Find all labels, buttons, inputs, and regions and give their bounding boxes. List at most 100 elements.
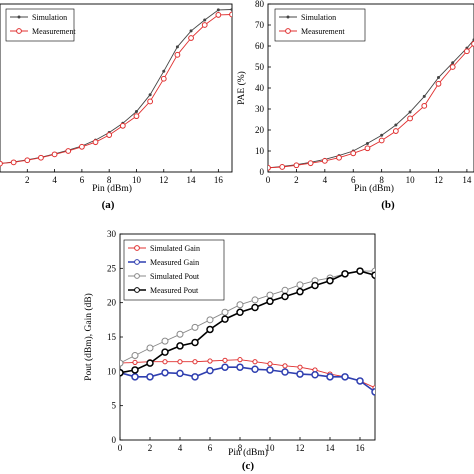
data-point [230,7,232,11]
data-point [293,162,300,169]
data-point [266,291,274,299]
data-point [279,164,286,170]
data-point [206,316,214,324]
data-point [371,271,375,279]
legend-swatch-marker [134,245,140,251]
legend-label: Measurement [32,27,76,36]
data-point [162,69,166,73]
data-point [281,292,289,301]
y-axis-label: PAE (%) [236,71,247,105]
data-point [131,352,139,360]
data-point [281,286,289,294]
legend-swatch-marker [134,287,140,293]
data-point [174,51,181,58]
x-tick-label: 4 [52,175,57,185]
data-point [207,358,213,364]
data-point [189,29,193,33]
panel-c-chart: 0 2 4 6 8 10 12 14 16 0 5 10 15 20 25 30 Pin (dBm) Pout (… [83,229,376,472]
data-point [341,373,349,381]
x-tick-label: 6 [351,175,356,185]
data-point [229,11,232,18]
x-tick-label: 2 [294,175,299,185]
data-point [120,368,124,377]
data-point [148,93,152,97]
x-tick-label: 0 [118,443,123,453]
x-tick-label: 10 [406,175,416,185]
x-tick-label: 6 [80,175,85,185]
plot-frame [0,3,233,173]
data-point [266,366,274,374]
data-point [449,64,456,70]
data-point [394,123,398,127]
data-point [191,323,199,331]
y-tick-label: 20 [255,125,265,135]
y-tick-label: 25 [107,263,117,273]
data-point [321,157,328,164]
data-point [326,373,334,381]
y-axis-label: Pout (dBm), Gain (dB) [83,293,94,381]
data-point [161,368,169,377]
data-point [422,94,426,98]
x-tick-label: 10 [266,443,276,453]
data-point [146,359,154,367]
data-point [176,342,184,350]
y-tick-label: 50 [255,62,265,72]
legend-label: Measurement [301,27,345,36]
data-point [120,359,124,367]
y-tick-label: 10 [107,366,117,376]
data-point [392,128,399,134]
data-point [176,330,184,338]
panel-label: (a) [102,199,115,211]
data-point [282,363,288,369]
data-point [106,132,113,138]
data-point [51,151,58,158]
data-point [350,150,357,157]
legend-swatch-marker [286,15,290,19]
data-point [221,363,229,371]
data-point [365,141,369,145]
y-tick-label: 20 [107,298,117,308]
panel-label: (c) [242,460,255,472]
data-point [10,159,17,166]
y-tick-label: 10 [255,146,265,156]
series-line [268,39,474,169]
data-point [266,297,274,306]
data-point [206,325,214,334]
data-point [160,75,167,82]
data-point [380,133,384,137]
data-point [176,369,184,378]
legend-swatch-marker [134,273,140,279]
data-point [408,110,412,114]
legend-box [274,8,366,42]
series-group [120,267,375,396]
data-point [268,164,271,171]
data-point [119,122,126,129]
data-point [251,303,259,312]
legend-swatch-marker [134,259,140,265]
data-point [0,160,3,167]
x-tick-label: 2 [25,175,30,185]
legend-label: Simulated Gain [150,244,200,253]
x-tick-label: 8 [238,443,243,453]
x-tick-label: 6 [208,443,213,453]
data-point [341,270,349,278]
x-tick-label: 10 [132,175,142,185]
y-tick-label: 60 [255,41,265,51]
data-point [221,308,229,316]
x-tick-label: 8 [379,175,384,185]
data-point [364,145,371,152]
y-tick-label: 70 [255,20,265,30]
data-point [177,359,183,365]
x-tick-label: 14 [326,443,336,453]
legend-label: Simulated Pout [150,272,200,281]
y-tick-label: 80 [255,0,265,9]
panel-b-chart: 0 2 4 6 8 10 12 14 0 10 20 30 40 50 60 70 80 Pin (dBm) PAE… [236,0,474,211]
data-point [297,364,303,370]
data-point [463,48,470,55]
series-line [120,366,375,393]
data-point [188,35,194,41]
data-point [146,373,154,381]
data-point [378,137,385,144]
data-point [192,359,198,365]
data-point [471,41,474,47]
